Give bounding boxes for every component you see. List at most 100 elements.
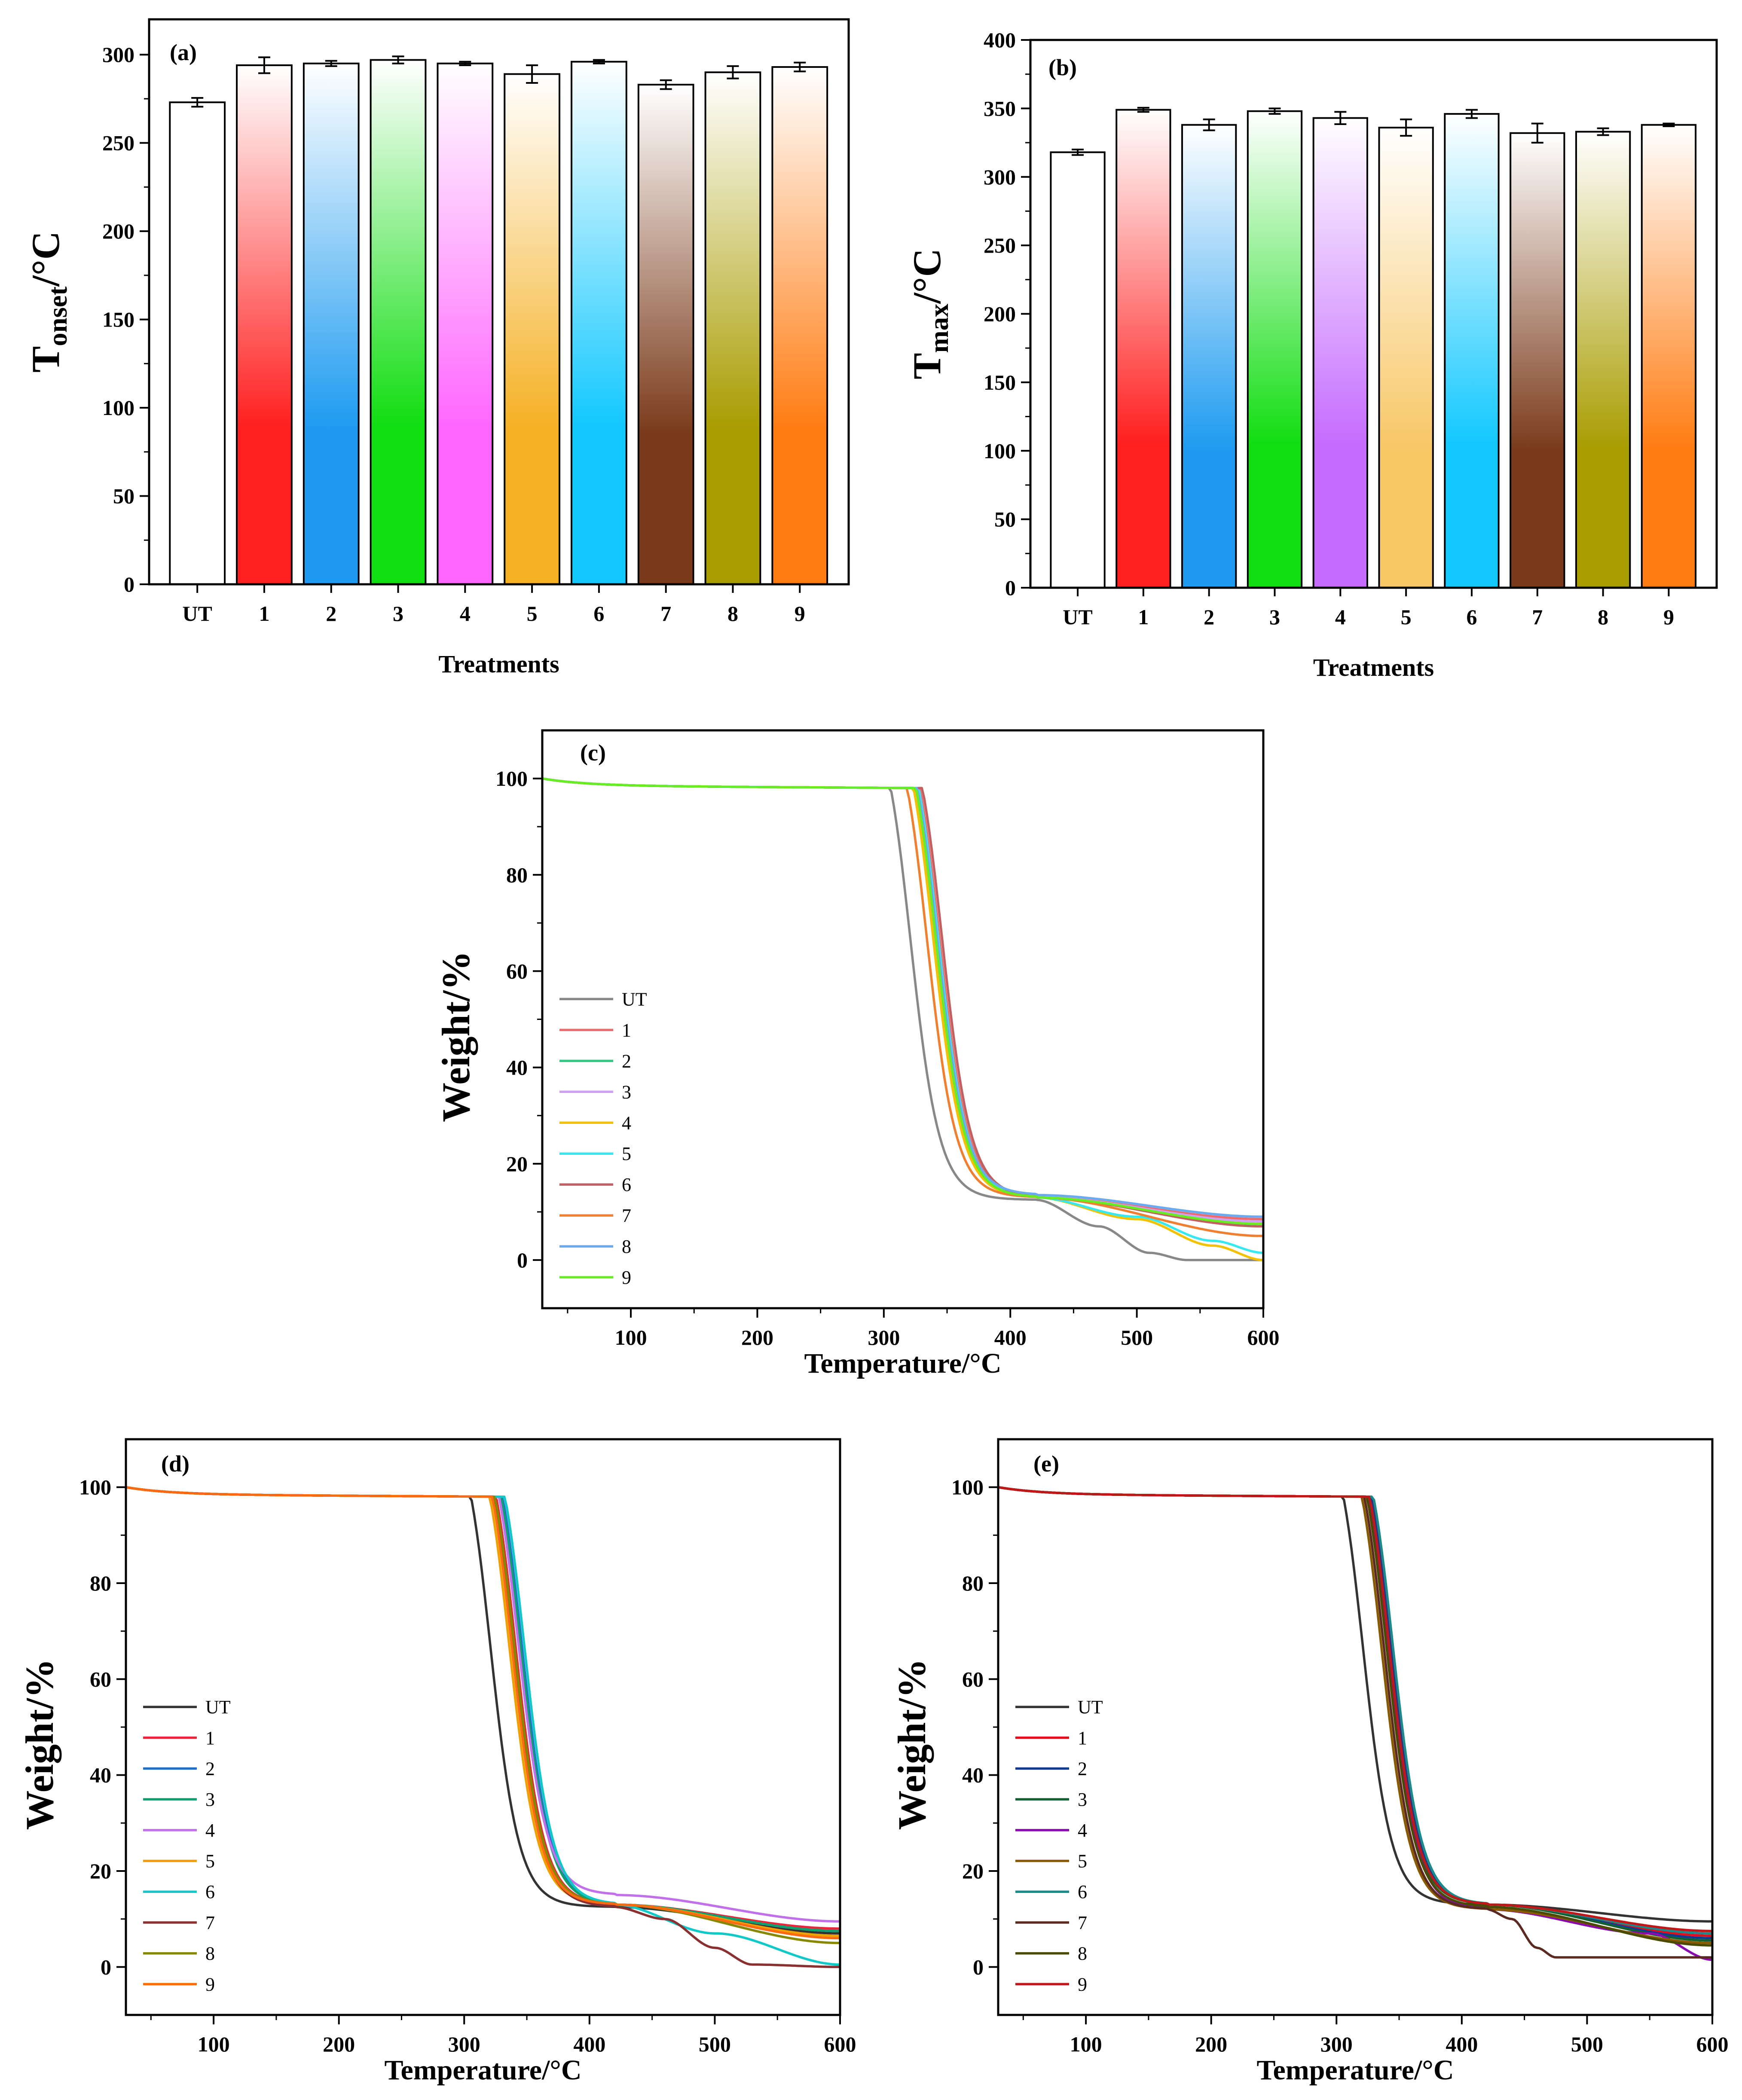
legend-item-4: 4 bbox=[559, 1112, 631, 1133]
x-tick-label-UT: UT bbox=[1063, 605, 1092, 629]
legend-item-9: 9 bbox=[1015, 1974, 1087, 1995]
error-bar-7 bbox=[1531, 122, 1543, 144]
y-tick-label-60: 60 bbox=[962, 1667, 984, 1691]
x-tick-label-400: 400 bbox=[573, 2032, 605, 2056]
legend-label: 6 bbox=[622, 1174, 631, 1195]
y-tick-label-60: 60 bbox=[90, 1667, 111, 1691]
error-bar-3 bbox=[1268, 107, 1281, 115]
bar-8 bbox=[704, 71, 761, 585]
panel-label: (e) bbox=[1033, 1451, 1059, 1477]
y-tick-label-0: 0 bbox=[124, 572, 134, 596]
legend-item-7: 7 bbox=[559, 1205, 631, 1226]
y-tick-label-0: 0 bbox=[1005, 576, 1016, 600]
bar-8 bbox=[1575, 131, 1631, 589]
y-axis-title-unit: /°C bbox=[905, 248, 949, 304]
y-tick-label-20: 20 bbox=[962, 1859, 984, 1883]
bar-UT bbox=[169, 101, 226, 585]
panel-e-line-chart: 100 200 300 400 500 600 0 20 40 60 80 100 UT 1 2 3 4 5 6 7 8… bbox=[890, 1438, 1729, 2086]
panel-label: (c) bbox=[580, 740, 606, 766]
x-tick-label-100: 100 bbox=[1070, 2032, 1102, 2056]
series-line-9 bbox=[125, 1486, 840, 1940]
legend-label: 7 bbox=[205, 1912, 215, 1933]
bar-7 bbox=[637, 84, 694, 585]
legend-label: 5 bbox=[1078, 1851, 1087, 1872]
x-tick-label-7: 7 bbox=[1532, 605, 1543, 629]
error-bar-4 bbox=[459, 61, 471, 66]
legend-label: 9 bbox=[1078, 1974, 1087, 1995]
y-tick-label-20: 20 bbox=[506, 1152, 528, 1176]
y-tick-label-20: 20 bbox=[90, 1859, 111, 1883]
legend-item-5: 5 bbox=[143, 1851, 215, 1872]
legend-item-8: 8 bbox=[143, 1943, 215, 1964]
y-tick-label-40: 40 bbox=[90, 1763, 111, 1787]
x-axis-title: Treatments bbox=[438, 650, 559, 678]
legend-label: 5 bbox=[205, 1851, 215, 1872]
legend-label: 3 bbox=[1078, 1789, 1087, 1810]
y-axis-title: Tmax/°C bbox=[905, 248, 954, 379]
y-tick-label-40: 40 bbox=[962, 1763, 984, 1787]
bar-5 bbox=[1378, 127, 1434, 589]
x-tick-label-2: 2 bbox=[1204, 605, 1214, 629]
legend-item-6: 6 bbox=[559, 1174, 631, 1195]
y-axis-title: Weight/% bbox=[18, 1659, 61, 1830]
bar-3 bbox=[370, 59, 427, 585]
x-tick-label-300: 300 bbox=[448, 2032, 480, 2056]
x-axis-title: Temperature/°C bbox=[1256, 2054, 1454, 2086]
bar-2 bbox=[1181, 124, 1237, 589]
bar-6 bbox=[1444, 113, 1500, 589]
legend-label: 9 bbox=[622, 1267, 631, 1288]
y-axis-title: Tonset/°C bbox=[24, 231, 73, 372]
y-axis-title-unit: /°C bbox=[24, 231, 67, 287]
x-tick-label-200: 200 bbox=[741, 1325, 773, 1349]
x-tick-label-5: 5 bbox=[1401, 605, 1412, 629]
error-bar-1 bbox=[258, 56, 270, 74]
legend-label: 1 bbox=[1078, 1728, 1087, 1749]
error-bar-6 bbox=[1465, 109, 1478, 119]
bar-4 bbox=[437, 62, 494, 585]
y-tick-label-40: 40 bbox=[506, 1056, 528, 1080]
legend: UT 1 2 3 4 5 6 7 8 9 bbox=[559, 989, 647, 1288]
y-axis-title-main: T bbox=[905, 353, 949, 379]
legend-item-9: 9 bbox=[559, 1267, 631, 1288]
legend-label: 5 bbox=[622, 1143, 631, 1164]
error-bar-6 bbox=[593, 59, 605, 64]
x-tick-label-200: 200 bbox=[323, 2032, 355, 2056]
x-axis-title: Treatments bbox=[1313, 653, 1434, 681]
y-axis-title-sub: max bbox=[924, 304, 954, 353]
y-tick-label-80: 80 bbox=[90, 1571, 111, 1595]
y-tick-label-200: 200 bbox=[984, 302, 1016, 326]
legend-label: 3 bbox=[205, 1789, 215, 1810]
bar-1 bbox=[1115, 109, 1171, 589]
error-bar-5 bbox=[1400, 118, 1412, 137]
legend-label: 8 bbox=[205, 1943, 215, 1964]
legend-item-UT: UT bbox=[559, 989, 647, 1010]
legend-item-5: 5 bbox=[1015, 1851, 1087, 1872]
x-tick-label-500: 500 bbox=[1571, 2032, 1603, 2056]
panel-label: (a) bbox=[170, 40, 197, 65]
bar-3 bbox=[1247, 110, 1303, 589]
bar-7 bbox=[1510, 132, 1565, 589]
legend-label: 8 bbox=[1078, 1943, 1087, 1964]
y-tick-label-50: 50 bbox=[113, 484, 134, 508]
legend-label: 2 bbox=[622, 1050, 631, 1071]
error-bar-2 bbox=[325, 60, 337, 67]
x-tick-label-8: 8 bbox=[727, 601, 738, 626]
y-tick-label-400: 400 bbox=[984, 28, 1016, 52]
plot-frame bbox=[148, 18, 850, 586]
x-tick-label-9: 9 bbox=[1663, 605, 1674, 629]
x-tick-label-3: 3 bbox=[393, 601, 403, 626]
x-tick-label-4: 4 bbox=[1335, 605, 1346, 629]
y-axis-title-main: T bbox=[24, 346, 67, 372]
panel-label: (d) bbox=[161, 1451, 189, 1477]
y-axis-title: Weight/% bbox=[434, 951, 478, 1122]
bar-9 bbox=[1641, 124, 1697, 589]
error-bar-2 bbox=[1203, 118, 1215, 131]
x-tick-label-200: 200 bbox=[1195, 2032, 1227, 2056]
y-tick-label-0: 0 bbox=[517, 1248, 528, 1272]
legend-label: 7 bbox=[622, 1205, 631, 1226]
error-bar-7 bbox=[660, 79, 672, 90]
legend-item-6: 6 bbox=[1015, 1881, 1087, 1902]
y-tick-label-300: 300 bbox=[984, 165, 1016, 189]
bar-2 bbox=[303, 62, 360, 585]
x-axis-title: Temperature/°C bbox=[804, 1348, 1001, 1379]
